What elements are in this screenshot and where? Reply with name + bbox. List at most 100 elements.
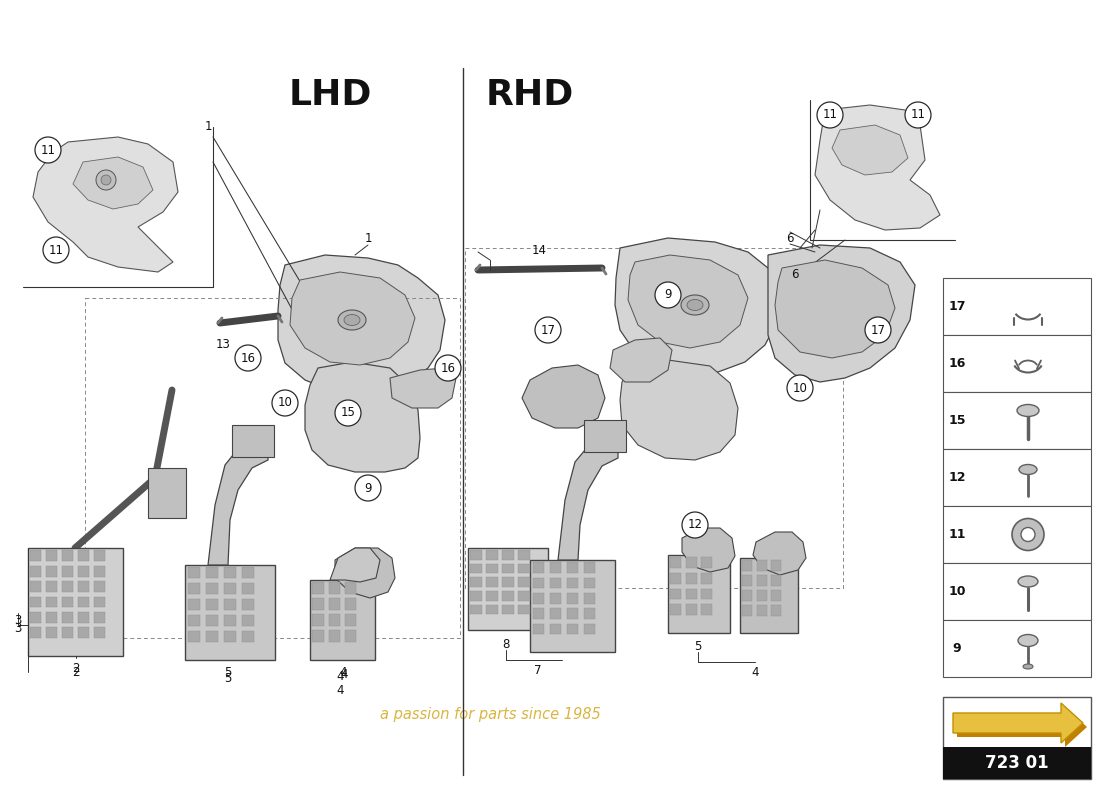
Text: 4: 4 [339,666,346,678]
Ellipse shape [688,299,703,310]
Circle shape [786,375,813,401]
Bar [31,581,42,592]
Text: 17: 17 [948,300,966,313]
Bar [242,567,254,578]
Bar [62,612,73,623]
Bar [503,605,514,614]
Circle shape [682,512,708,538]
Polygon shape [682,528,735,572]
Bar [530,560,615,652]
Text: 723 01: 723 01 [986,754,1048,772]
Polygon shape [610,338,672,382]
Bar [702,604,712,615]
Polygon shape [290,272,415,365]
Bar [78,566,89,577]
Bar [31,550,42,561]
Polygon shape [957,707,1087,747]
Polygon shape [832,125,908,175]
Circle shape [96,170,115,190]
Bar [94,550,104,561]
Bar [94,627,104,638]
Text: a passion for parts since 1985: a passion for parts since 1985 [379,707,601,722]
Ellipse shape [681,295,710,315]
Bar [94,581,104,592]
Bar [583,578,595,588]
Circle shape [434,355,461,381]
Bar [583,593,595,604]
Text: LHD: LHD [288,78,372,112]
Bar [566,578,579,588]
Bar [518,578,529,587]
Bar [329,598,340,610]
Bar [486,605,497,614]
Bar [583,624,595,634]
Text: 1: 1 [205,121,211,134]
Polygon shape [73,157,153,209]
Text: 6: 6 [791,269,799,282]
Bar [31,597,42,607]
Bar [31,566,42,577]
Text: 7: 7 [535,663,541,677]
Bar [78,597,89,607]
Text: 11: 11 [911,109,925,122]
Bar [242,583,254,594]
Bar [188,567,200,578]
Bar [78,627,89,638]
Ellipse shape [1018,576,1038,587]
Bar [312,614,323,626]
Bar [757,575,767,586]
Bar [78,612,89,623]
Bar [740,558,798,633]
Circle shape [101,175,111,185]
Bar [62,627,73,638]
Bar [943,697,1091,779]
Polygon shape [208,435,268,565]
Circle shape [1021,527,1035,542]
Circle shape [905,102,931,128]
Text: 8: 8 [503,638,509,650]
Bar [31,612,42,623]
Bar [46,597,57,607]
Circle shape [1012,518,1044,550]
Circle shape [535,317,561,343]
Polygon shape [615,238,780,375]
Bar [503,591,514,601]
Bar [566,593,579,604]
Bar [943,278,1091,335]
Bar [584,420,626,452]
Bar [518,591,529,601]
Bar [188,599,200,610]
Bar [566,562,579,573]
Text: 10: 10 [277,397,293,410]
Bar [532,562,544,573]
Bar [771,606,781,616]
Polygon shape [768,245,915,382]
Bar [223,599,236,610]
Bar [345,598,356,610]
Bar [46,612,57,623]
Bar [242,599,254,610]
Text: 9: 9 [364,482,372,494]
Polygon shape [620,360,738,460]
Bar [471,578,482,587]
Text: 13: 13 [216,338,230,350]
Bar [188,615,200,626]
Bar [471,591,482,601]
Text: 6: 6 [786,231,794,245]
Text: 5: 5 [224,671,232,685]
Bar [532,624,544,634]
Text: 11: 11 [48,243,64,257]
Text: 17: 17 [540,323,556,337]
Text: 1: 1 [364,231,372,245]
Bar [550,608,561,619]
Bar [550,578,561,588]
Polygon shape [815,105,940,230]
Bar [242,615,254,626]
Bar [670,558,681,568]
Bar [702,558,712,568]
Bar [771,575,781,586]
Bar [771,560,781,570]
Text: 2: 2 [73,666,79,678]
Polygon shape [522,365,605,428]
Text: 16: 16 [440,362,455,374]
